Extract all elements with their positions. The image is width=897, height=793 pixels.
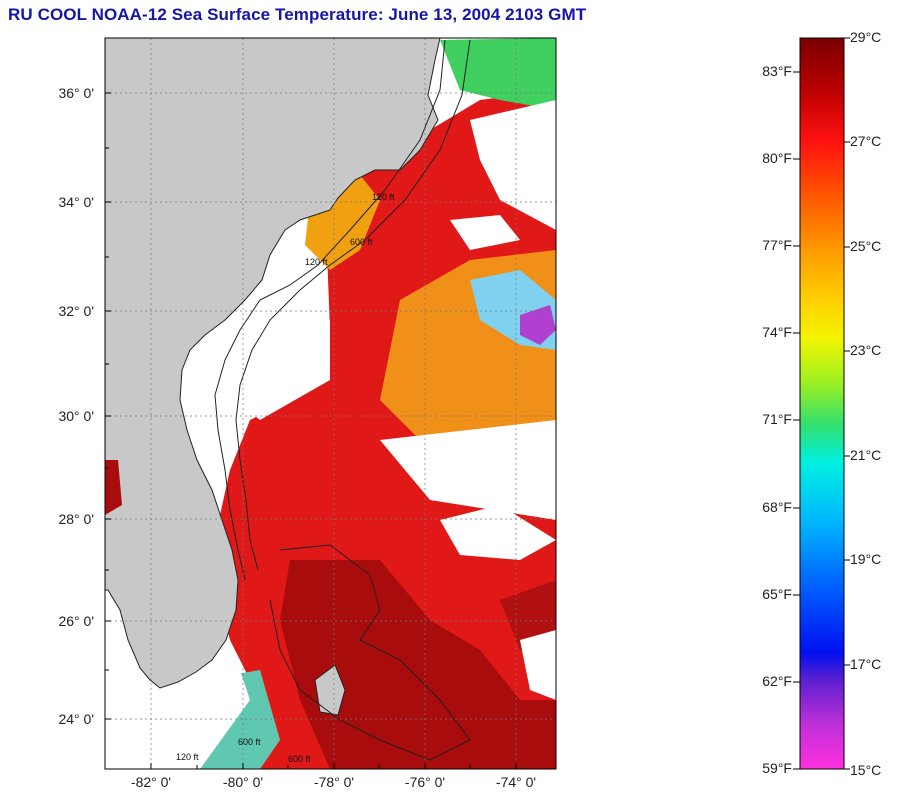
contour-label-600-north: 600 ft <box>350 237 373 247</box>
lon-label-74: -74° 0' <box>495 774 537 790</box>
colorbar-f-77: 77°F <box>762 237 792 253</box>
map-frame <box>104 37 557 770</box>
colorbar-c-17: 17°C <box>850 656 882 672</box>
cloud-east-band-1 <box>380 420 556 520</box>
colorbar-c-21: 21°C <box>850 447 882 463</box>
lat-label-26: 26° 0' <box>58 613 94 629</box>
colorbar-f-83: 83°F <box>762 63 792 79</box>
axis-ticks <box>105 92 517 769</box>
depth-contour-600ft <box>235 39 471 571</box>
colorbar-f-62: 62°F <box>762 673 792 689</box>
contour-label-120-south: 120 ft <box>176 752 199 762</box>
lat-label-32: 32° 0' <box>58 303 94 319</box>
cloud-nearshore <box>235 320 330 420</box>
cloud-east-band-5 <box>520 630 556 700</box>
lat-label-30: 30° 0' <box>58 408 94 424</box>
lon-label-80: -80° 0' <box>222 774 264 790</box>
depth-contour-bahamas <box>269 544 471 761</box>
water-hot-region-south <box>280 560 556 769</box>
colorbar-c-15: 15°C <box>850 762 882 778</box>
colorbar-f-68: 68°F <box>762 499 792 515</box>
lon-label-82: -82° 0' <box>130 774 172 790</box>
map-gridlines <box>105 38 556 769</box>
colorbar-ticks <box>793 37 850 770</box>
colorbar-c-19: 19°C <box>850 551 882 567</box>
lon-label-78: -78° 0' <box>313 774 355 790</box>
lat-label-24: 24° 0' <box>58 711 94 727</box>
land-us-southeast <box>105 38 441 689</box>
colorbar-c-29: 29°C <box>850 29 882 45</box>
colorbar-c-25: 25°C <box>850 238 882 254</box>
colorbar-c-23: 23°C <box>850 342 882 358</box>
contour-label-600-southeast: 600 ft <box>288 754 311 764</box>
map-content <box>105 38 556 769</box>
colorbar-c-27: 27°C <box>850 133 882 149</box>
lat-label-36: 36° 0' <box>58 85 94 101</box>
colorbar-f-71: 71°F <box>762 411 792 427</box>
contour-label-120-mid: 120 ft <box>305 257 328 267</box>
cloud-east-band-3 <box>450 215 520 250</box>
cloud-east-band-4 <box>440 505 556 560</box>
lon-label-76: -76° 0' <box>404 774 446 790</box>
depth-contour-120ft <box>214 39 446 581</box>
contour-label-600-south: 600 ft <box>238 737 261 747</box>
land-bahamas-andros <box>314 664 346 716</box>
colorbar-f-59: 59°F <box>762 760 792 776</box>
land-gulf-west <box>105 460 122 515</box>
water-cool-region-north <box>440 38 556 110</box>
water-purple-patch <box>520 305 556 345</box>
lat-label-34: 34° 0' <box>58 194 94 210</box>
colorbar-f-65: 65°F <box>762 586 792 602</box>
contour-label-120-north: 120 ft <box>372 192 395 202</box>
colorbar-f-80: 80°F <box>762 150 792 166</box>
colorbar-f-74: 74°F <box>762 324 792 340</box>
colorbar <box>799 37 845 770</box>
cloud-east-band-2 <box>470 100 556 230</box>
contour-label-group: 120 ft 600 ft 120 ft 600 ft 120 ft 600 f… <box>176 192 395 764</box>
map-title: RU COOL NOAA-12 Sea Surface Temperature:… <box>8 5 587 24</box>
lat-label-28: 28° 0' <box>58 511 94 527</box>
